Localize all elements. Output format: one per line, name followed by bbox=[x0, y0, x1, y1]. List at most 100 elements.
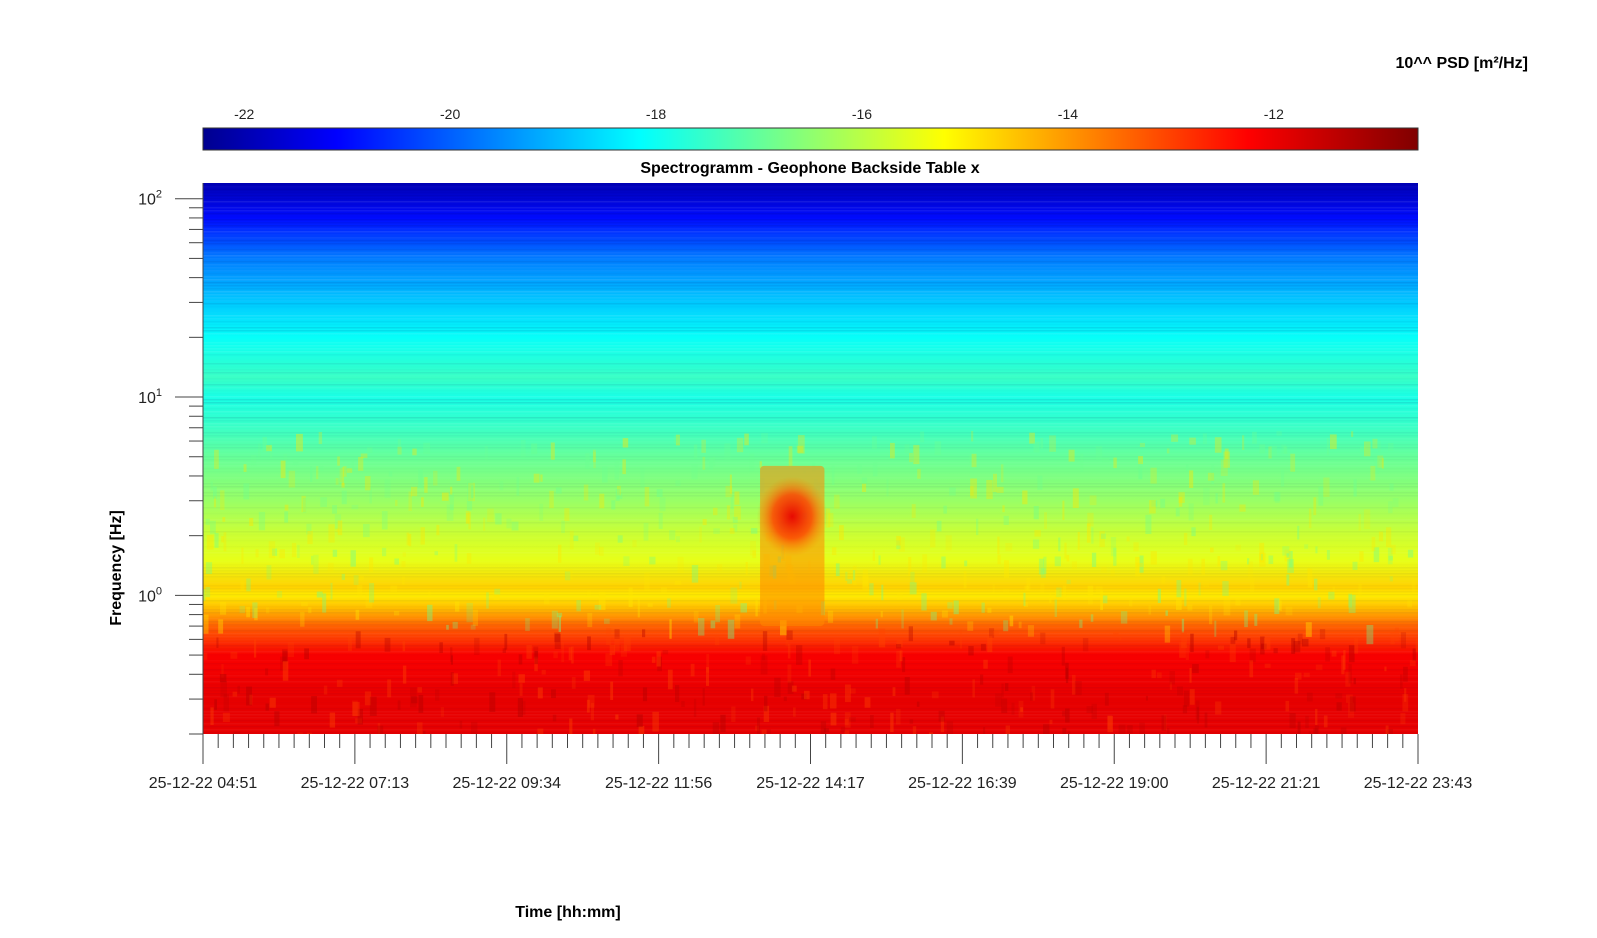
texture-speckle bbox=[1215, 493, 1218, 504]
texture-speckle bbox=[568, 647, 572, 661]
texture-speckle bbox=[675, 434, 680, 446]
texture-speckle bbox=[205, 562, 213, 574]
texture-speckle bbox=[1165, 610, 1168, 616]
texture-speckle bbox=[839, 525, 844, 541]
texture-speckle bbox=[609, 644, 616, 656]
texture-speckle bbox=[1242, 435, 1245, 450]
texture-speckle bbox=[844, 718, 849, 726]
texture-speckle bbox=[642, 687, 648, 702]
texture-speckle bbox=[702, 519, 707, 526]
texture-speckle bbox=[734, 614, 741, 629]
texture-speckle bbox=[693, 698, 697, 717]
texture-speckle bbox=[940, 716, 945, 733]
texture-speckle bbox=[656, 489, 663, 497]
texture-speckle bbox=[348, 635, 352, 651]
texture-speckle bbox=[1287, 559, 1294, 573]
texture-band bbox=[203, 687, 1418, 689]
texture-speckle bbox=[1101, 566, 1107, 573]
texture-speckle bbox=[258, 443, 261, 459]
texture-speckle bbox=[902, 657, 906, 673]
texture-band bbox=[203, 645, 1418, 647]
texture-speckle bbox=[288, 470, 296, 488]
colorbar-tick-label: -16 bbox=[852, 106, 872, 122]
texture-speckle bbox=[341, 467, 345, 486]
texture-speckle bbox=[1161, 715, 1167, 731]
texture-speckle bbox=[1275, 491, 1280, 503]
texture-band bbox=[203, 405, 1418, 407]
texture-band bbox=[203, 297, 1418, 299]
texture-speckle bbox=[941, 610, 948, 618]
texture-speckle bbox=[702, 456, 706, 470]
texture-band bbox=[203, 357, 1418, 359]
texture-speckle bbox=[844, 730, 850, 734]
texture-speckle bbox=[221, 536, 224, 543]
texture-speckle bbox=[384, 479, 391, 498]
texture-speckle bbox=[335, 528, 339, 533]
texture-speckle bbox=[1169, 671, 1175, 685]
texture-speckle bbox=[1254, 613, 1258, 626]
texture-band bbox=[203, 714, 1418, 716]
texture-speckle bbox=[1003, 620, 1009, 632]
texture-speckle bbox=[1209, 514, 1213, 530]
texture-speckle bbox=[1151, 669, 1156, 679]
texture-speckle bbox=[592, 449, 596, 463]
texture-speckle bbox=[418, 695, 424, 713]
texture-band bbox=[203, 201, 1418, 203]
texture-speckle bbox=[1102, 457, 1109, 463]
texture-speckle bbox=[931, 691, 939, 699]
texture-speckle bbox=[397, 700, 401, 710]
texture-speckle bbox=[387, 679, 392, 698]
texture-speckle bbox=[1064, 542, 1067, 559]
texture-speckle bbox=[1222, 581, 1229, 596]
texture-speckle bbox=[272, 548, 278, 556]
texture-band bbox=[203, 288, 1418, 290]
texture-speckle bbox=[617, 535, 623, 543]
texture-speckle bbox=[827, 610, 834, 623]
texture-speckle bbox=[1332, 586, 1335, 599]
texture-speckle bbox=[1280, 469, 1285, 487]
texture-band bbox=[203, 684, 1418, 686]
texture-speckle bbox=[364, 691, 372, 706]
texture-speckle bbox=[296, 433, 303, 452]
texture-speckle bbox=[1346, 694, 1353, 703]
texture-speckle bbox=[1090, 614, 1094, 622]
texture-speckle bbox=[657, 656, 662, 672]
texture-speckle bbox=[410, 687, 417, 708]
texture-band bbox=[203, 345, 1418, 347]
texture-speckle bbox=[1151, 500, 1158, 507]
texture-speckle bbox=[1390, 544, 1396, 555]
texture-speckle bbox=[1354, 638, 1359, 654]
texture-speckle bbox=[364, 476, 371, 491]
texture-speckle bbox=[1283, 446, 1288, 454]
texture-speckle bbox=[351, 504, 359, 510]
texture-speckle bbox=[297, 544, 300, 558]
texture-band bbox=[203, 699, 1418, 701]
texture-band bbox=[203, 393, 1418, 395]
texture-speckle bbox=[517, 698, 523, 717]
texture-speckle bbox=[1268, 555, 1274, 564]
texture-speckle bbox=[1107, 715, 1113, 730]
texture-speckle bbox=[1308, 731, 1311, 734]
texture-speckle bbox=[1249, 660, 1254, 678]
texture-speckle bbox=[706, 667, 709, 686]
texture-band bbox=[203, 285, 1418, 287]
texture-speckle bbox=[1018, 700, 1024, 718]
texture-speckle bbox=[411, 696, 418, 704]
texture-speckle bbox=[1302, 638, 1309, 647]
texture-speckle bbox=[1222, 483, 1226, 503]
texture-speckle bbox=[466, 500, 473, 511]
texture-speckle bbox=[1161, 576, 1166, 584]
texture-band bbox=[203, 216, 1418, 218]
texture-speckle bbox=[1331, 650, 1337, 657]
texture-speckle bbox=[797, 435, 805, 454]
texture-speckle bbox=[909, 719, 914, 724]
texture-speckle bbox=[730, 587, 738, 604]
texture-speckle bbox=[402, 641, 406, 652]
texture-speckle bbox=[1314, 725, 1320, 734]
texture-speckle bbox=[1104, 692, 1109, 706]
texture-speckle bbox=[382, 547, 387, 557]
texture-speckle bbox=[1274, 598, 1280, 614]
texture-speckle bbox=[986, 480, 993, 500]
texture-speckle bbox=[585, 453, 590, 469]
texture-speckle bbox=[497, 659, 501, 677]
